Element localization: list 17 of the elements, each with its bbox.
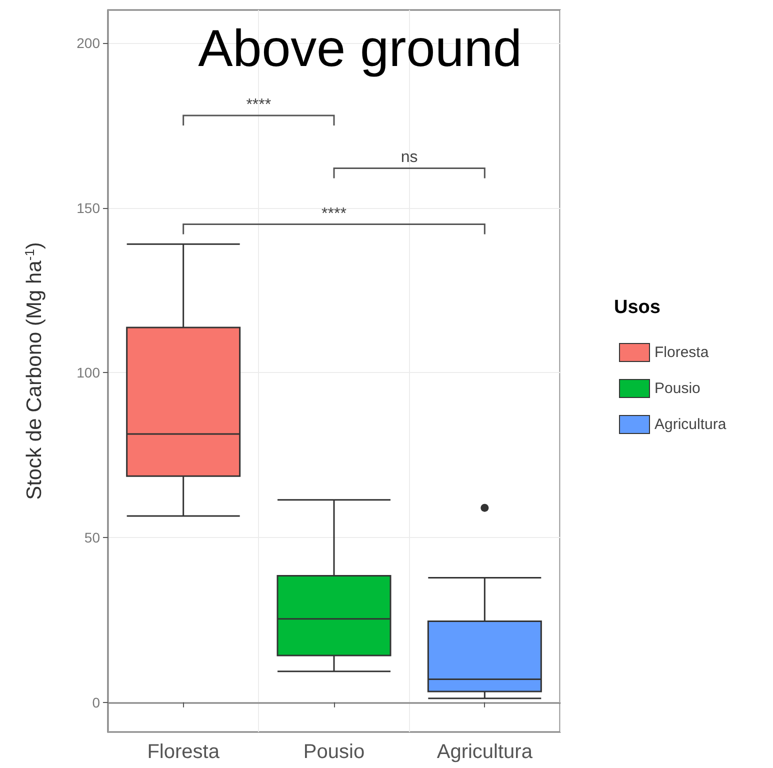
y-tick-label: 100 — [76, 364, 100, 381]
y-tick-label: 200 — [76, 34, 100, 51]
x-tick-label: Floresta — [147, 741, 220, 763]
annotation: **** — [322, 205, 346, 222]
annotation: **** — [246, 96, 272, 114]
chart-title: Above ground — [198, 20, 522, 78]
y-tick-label: 50 — [84, 529, 100, 546]
legend-label: Agricultura — [654, 416, 727, 433]
y-axis-title: Stock de Carbono (Mg ha-1) — [22, 242, 46, 500]
legend-title: Usos — [614, 297, 660, 318]
x-tick-label: Pousio — [303, 741, 365, 763]
legend-label: Pousio — [654, 380, 700, 397]
legend-label: Floresta — [654, 344, 710, 361]
x-tick-label: Agricultura — [436, 741, 534, 763]
y-tick-label: 0 — [92, 694, 100, 710]
annotation: ns — [400, 149, 418, 166]
y-tick-label: 150 — [76, 200, 100, 216]
